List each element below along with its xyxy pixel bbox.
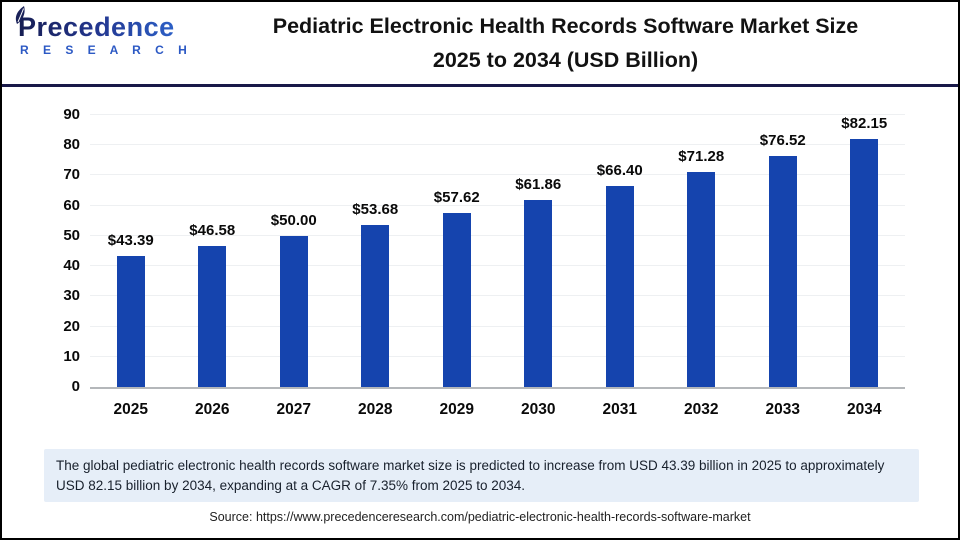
bar-2031 xyxy=(605,186,634,387)
gridline-30 xyxy=(90,295,905,297)
bar-2025 xyxy=(116,255,145,387)
x-tick-label: 2032 xyxy=(684,401,719,418)
bar-value-label: $82.15 xyxy=(841,115,888,132)
x-tick-label: 2027 xyxy=(276,401,311,418)
bar-value-label: $61.86 xyxy=(515,176,562,194)
bar-2030 xyxy=(524,200,553,387)
bar-column-2026: $46.58 xyxy=(172,115,254,387)
bar-column-2028: $53.68 xyxy=(335,115,417,387)
bar-value-label: $46.58 xyxy=(189,222,236,240)
title-line-2: 2025 to 2034 (USD Billion) xyxy=(432,48,699,72)
x-tick-label: 2033 xyxy=(765,401,800,418)
bar-column-2029: $57.62 xyxy=(416,115,498,387)
x-tick-label: 2029 xyxy=(439,401,474,418)
y-tick-label: 60 xyxy=(63,196,80,214)
bar-column-2032: $71.28 xyxy=(661,115,743,387)
gridline-60 xyxy=(90,204,905,206)
bar-column-2031: $66.40 xyxy=(579,115,661,387)
bar-value-label: $43.39 xyxy=(107,231,154,249)
bar-column-2033: $76.52 xyxy=(742,115,824,387)
bar-column-2027: $50.00 xyxy=(253,115,335,387)
bar-value-label: $50.00 xyxy=(270,211,317,229)
source-line: Source: https://www.precedenceresearch.c… xyxy=(209,510,751,524)
bar-value-label: $71.28 xyxy=(678,147,725,165)
summary-box: The global pediatric electronic health r… xyxy=(44,449,919,503)
x-tick-label: 2026 xyxy=(195,401,230,418)
bar-2033 xyxy=(768,155,797,387)
bar-2034 xyxy=(850,139,879,387)
gridline-50 xyxy=(90,234,905,236)
y-tick-label: 90 xyxy=(63,106,80,123)
y-tick-label: 30 xyxy=(63,287,80,305)
y-tick-label: 50 xyxy=(63,226,80,244)
x-tick-label: 2030 xyxy=(521,401,556,418)
bar-column-2034: $82.15 xyxy=(824,115,906,387)
y-tick-label: 20 xyxy=(63,317,80,335)
x-tick-label: 2025 xyxy=(113,401,148,418)
bars-container: $43.39 $46.58 $50.00 $53.68 $57.62 $61.86 $66.… xyxy=(90,115,905,387)
header-divider xyxy=(2,84,958,87)
logo-subtext: R E S E A R C H xyxy=(20,43,193,57)
y-tick-label: 10 xyxy=(63,347,80,365)
x-tick-label: 2031 xyxy=(602,401,637,418)
bar-2032 xyxy=(687,171,716,387)
bar-column-2030: $61.86 xyxy=(498,115,580,387)
bar-column-2025: $43.39 xyxy=(90,115,172,387)
gridline-10 xyxy=(90,355,905,357)
gridline-90 xyxy=(90,114,905,115)
y-tick-label: 40 xyxy=(63,257,80,275)
x-axis-labels: 2025 2026 2027 2028 2029 2030 2031 2032 2033 2034 xyxy=(90,401,905,419)
leaf-icon xyxy=(15,6,25,24)
gridline-70 xyxy=(90,174,905,176)
title-line-1: Pediatric Electronic Health Records Soft… xyxy=(272,14,859,38)
plot-area: $43.39 $46.58 $50.00 $53.68 $57.62 $61.86 $66.… xyxy=(90,114,905,389)
precedence-research-logo: Precedence R E S E A R C H xyxy=(15,6,193,57)
y-tick-label: 70 xyxy=(63,166,80,184)
gridline-80 xyxy=(90,144,905,146)
header: Precedence R E S E A R C H Pediatric Ele… xyxy=(2,2,958,84)
x-tick-label: 2034 xyxy=(847,401,882,418)
gridline-20 xyxy=(90,325,905,327)
bar-2026 xyxy=(198,246,227,387)
bar-2027 xyxy=(279,235,308,387)
y-axis-labels: 0 10 20 30 40 50 60 70 80 90 xyxy=(22,106,80,395)
bar-value-label: $53.68 xyxy=(352,200,399,218)
y-tick-label: 80 xyxy=(63,136,80,154)
chart-title: Pediatric Electronic Health Records Soft… xyxy=(187,9,944,77)
bar-2029 xyxy=(442,212,471,387)
bar-value-label: $66.40 xyxy=(596,162,643,180)
bar-2028 xyxy=(361,224,390,387)
y-tick-label: 0 xyxy=(71,378,80,395)
logo-text: Precedence xyxy=(18,12,175,42)
logo-wordmark: Precedence xyxy=(15,6,193,42)
summary-text: The global pediatric electronic health r… xyxy=(56,458,885,493)
gridline-40 xyxy=(90,265,905,267)
bar-value-label: $57.62 xyxy=(433,188,480,206)
bar-value-label: $76.52 xyxy=(759,131,806,149)
x-tick-label: 2028 xyxy=(358,401,393,418)
